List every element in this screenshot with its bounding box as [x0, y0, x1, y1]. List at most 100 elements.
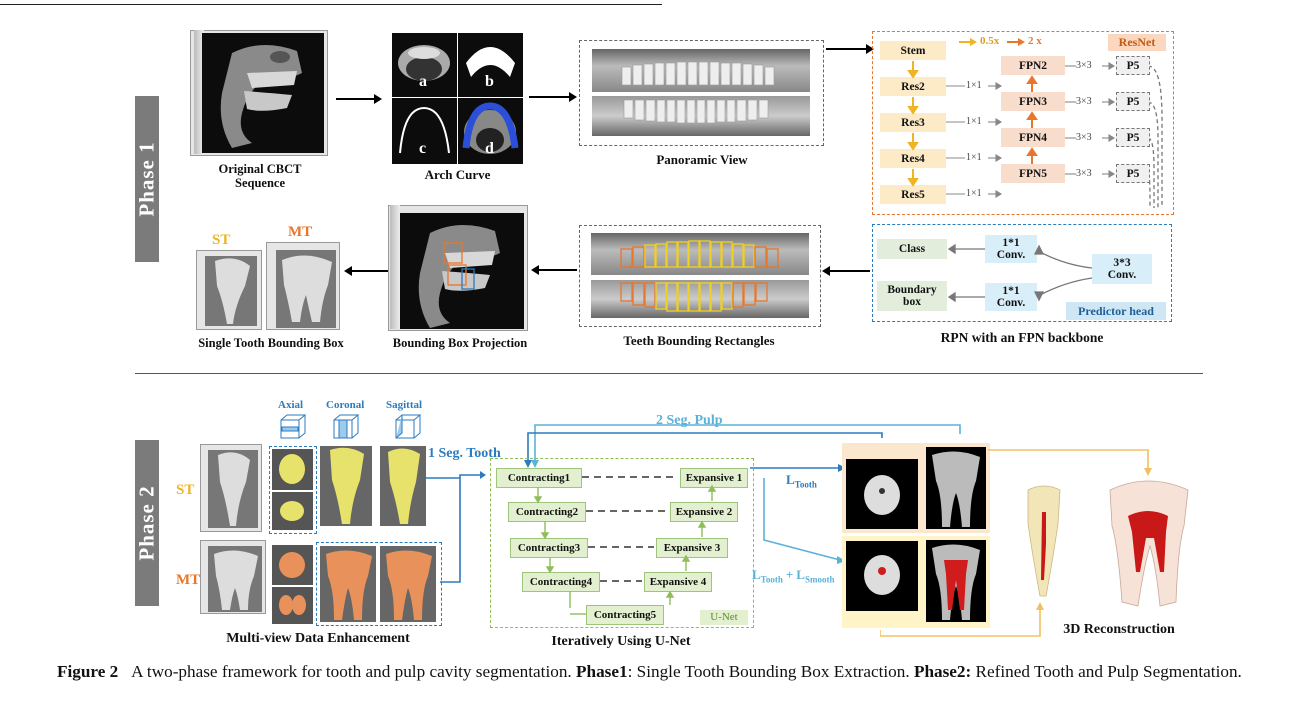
resnet-tag: ResNet — [1108, 34, 1166, 51]
view-cubes — [280, 414, 422, 439]
unet-frame — [490, 458, 754, 628]
p5-out-4: P5 — [1116, 164, 1150, 183]
mt-row-image — [208, 546, 262, 612]
boundary-box-output: Boundary box — [877, 281, 947, 311]
panoramic-upper — [592, 49, 810, 92]
mt-image — [276, 250, 336, 328]
caption-text3: Refined Tooth and Pulp Segmentation. — [971, 662, 1242, 681]
arrow-arch-pano — [529, 92, 577, 102]
caption-text2: : Single Tooth Bounding Box Extraction. — [627, 662, 910, 681]
res2-block: Res2 — [880, 77, 946, 96]
teeth-rects-upper — [591, 233, 809, 275]
arch-panel-b: b — [458, 33, 523, 97]
st-row-image — [208, 450, 258, 528]
lat-conv-4: 1×1 — [966, 152, 982, 163]
arch-letter-c: c — [419, 140, 427, 157]
conv11-class: 1*1 Conv. — [985, 235, 1037, 263]
expansive2: Expansive 2 — [670, 502, 738, 522]
unet-tag: U-Net — [700, 610, 748, 625]
phase2-bar: Phase 2 — [135, 440, 159, 606]
fpn2-block: FPN2 — [1001, 56, 1065, 75]
st-axial-frame — [269, 446, 317, 534]
p5-out-2: P5 — [1116, 92, 1150, 111]
recon-multi-tooth — [1109, 480, 1189, 607]
single-tooth-label: Single Tooth Bounding Box — [198, 336, 344, 350]
expansive4: Expansive 4 — [644, 572, 712, 592]
output-coronal-pulp — [926, 540, 986, 622]
bbox-projection-label: Bounding Box Projection — [392, 336, 528, 350]
bbox-projection-image — [400, 213, 524, 329]
arrow-proj-single — [344, 266, 388, 276]
mt-axial-1 — [272, 545, 313, 585]
out-conv-2: 3×3 — [1076, 60, 1092, 71]
seg-tooth-label: 1 Seg. Tooth — [428, 446, 501, 461]
st-axial-2 — [272, 492, 313, 530]
phase1-bar: Phase 1 — [135, 96, 159, 262]
out-conv-4: 3×3 — [1076, 132, 1092, 143]
recon-single-tooth — [1027, 485, 1061, 597]
arch-panel-a: a — [392, 33, 457, 97]
figure-caption: Figure 2 A two-phase framework for tooth… — [57, 662, 1282, 683]
phase1-mt-label: MT — [288, 224, 313, 240]
view-coronal: Coronal — [326, 399, 365, 411]
iterative-label: Iteratively Using U-Net — [551, 634, 691, 649]
panoramic-lower — [592, 96, 810, 136]
cbct-label: Original CBCT Sequence — [218, 162, 302, 190]
contracting4: Contracting4 — [522, 572, 600, 592]
lat-conv-5: 1×1 — [966, 188, 982, 199]
legend-up-text: 2 x — [1028, 35, 1042, 47]
st-image — [205, 256, 257, 326]
res3-block: Res3 — [880, 113, 946, 132]
expansive3: Expansive 3 — [656, 538, 728, 558]
rpn-caption: RPN with an FPN backbone — [940, 330, 1104, 345]
st-axial-1 — [272, 449, 313, 490]
predictor-tag: Predictor head — [1066, 302, 1166, 320]
mt-coronal — [320, 546, 376, 622]
caption-fig: Figure 2 — [57, 662, 119, 681]
phase2-mt-label: MT — [176, 572, 201, 588]
arrow-rpn-rects — [822, 266, 870, 276]
lat-conv-2: 1×1 — [966, 80, 982, 91]
fpn4-block: FPN4 — [1001, 128, 1065, 147]
output-coronal-tooth — [926, 447, 986, 529]
p5-out-3: P5 — [1116, 128, 1150, 147]
st-sagittal — [380, 446, 426, 526]
teeth-rects-frame — [579, 225, 821, 327]
caption-text1: A two-phase framework for tooth and pulp… — [131, 662, 572, 681]
out-conv-5: 3×3 — [1076, 168, 1092, 179]
loss-combo: LTooth + LSmooth — [752, 567, 835, 585]
p5-out-1: P5 — [1116, 56, 1150, 75]
resnet-frame — [872, 31, 1174, 215]
arch-panel-d: d — [458, 98, 523, 164]
phase2-label: Phase 2 — [134, 485, 159, 561]
contracting2: Contracting2 — [508, 502, 586, 522]
phase1-label: Phase 1 — [134, 141, 159, 217]
stem-block: Stem — [880, 41, 946, 60]
backbone-arrows — [907, 61, 1163, 208]
arch-letter-b: b — [485, 73, 494, 90]
recon-arrows — [880, 449, 1152, 637]
legend-down-text: 0.5x — [980, 35, 1000, 47]
panoramic-label: Panoramic View — [656, 152, 748, 167]
res4-block: Res4 — [880, 149, 946, 168]
mt-views-frame — [316, 542, 442, 626]
arch-curve-label: Arch Curve — [424, 167, 491, 182]
fpn5-block: FPN5 — [1001, 164, 1065, 183]
conv33: 3*3 Conv. — [1092, 254, 1152, 284]
contracting5: Contracting5 — [586, 605, 664, 625]
arrow-rects-proj — [531, 265, 577, 275]
predictor-arrows — [947, 243, 1093, 303]
res5-block: Res5 — [880, 185, 946, 204]
phase1-st-label: ST — [212, 232, 231, 248]
phase2-st-label: ST — [176, 482, 195, 498]
contracting3: Contracting3 — [510, 538, 588, 558]
out-conv-3: 3×3 — [1076, 96, 1092, 107]
view-sagittal: Sagittal — [386, 399, 423, 411]
st-coronal — [320, 446, 372, 526]
predictor-frame — [872, 224, 1172, 322]
output-axial-pulp — [846, 541, 918, 611]
caption-p2: Phase2: — [913, 662, 972, 681]
caption-p1: Phase1 — [576, 662, 628, 681]
arch-letter-d: d — [485, 140, 494, 157]
view-axial: Axial — [278, 399, 304, 411]
